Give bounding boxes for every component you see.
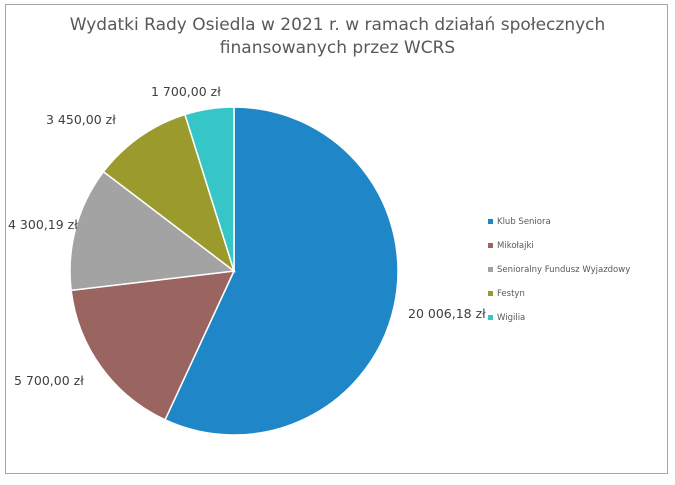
pie-slice-festyn xyxy=(102,113,236,274)
data-label-festyn: 3 450,00 zł xyxy=(46,112,116,127)
pie-slice-senioralny-fundusz-wyjazdowy xyxy=(69,170,236,292)
chart-title: Wydatki Rady Osiedla w 2021 r. w ramach … xyxy=(0,14,675,60)
pie-slice-mikolajki xyxy=(70,270,236,421)
data-label-mikolajki: 5 700,00 zł xyxy=(14,373,84,388)
pie-slice-wigilia xyxy=(183,106,235,272)
legend-swatch-mikolajki xyxy=(488,243,493,248)
data-label-senioralny-fundusz-wyjazdowy: 4 300,19 zł xyxy=(8,217,78,232)
chart-title-line-1: Wydatki Rady Osiedla w 2021 r. w ramach … xyxy=(69,15,606,35)
legend-swatch-wigilia xyxy=(488,315,493,320)
legend-label-wigilia: Wigilia xyxy=(497,313,525,323)
legend-swatch-festyn xyxy=(488,291,493,296)
data-label-klub-seniora: 20 006,18 zł xyxy=(408,306,486,321)
legend-label-klub-seniora: Klub Seniora xyxy=(497,217,551,227)
pie-slice-klub-seniora xyxy=(164,106,399,436)
legend-label-mikolajki: Mikołajki xyxy=(497,241,534,251)
data-label-wigilia: 1 700,00 zł xyxy=(151,84,221,99)
legend-swatch-senioralny-fundusz-wyjazdowy xyxy=(488,267,493,272)
legend-swatch-klub-seniora xyxy=(488,219,493,224)
chart-title-line-2: finansowanych przez WCRS xyxy=(219,38,456,58)
legend-label-senioralny-fundusz-wyjazdowy: Senioralny Fundusz Wyjazdowy xyxy=(497,265,630,275)
legend-label-festyn: Festyn xyxy=(497,289,525,299)
